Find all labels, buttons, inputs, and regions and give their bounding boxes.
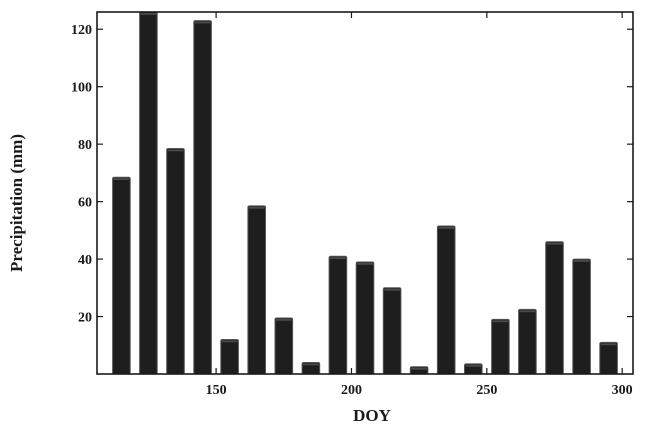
bar-doy-255 [491,318,510,375]
y-axis-ticks: 20 40 60 80 100 120 [71,23,633,326]
bar-highlight-doy-255 [492,320,509,323]
x-tick-label-150: 150 [206,383,227,398]
x-tick-label-200: 200 [341,383,362,398]
y-tick-label-60: 60 [78,196,92,211]
bar-highlight-doy-115 [113,178,130,180]
bar-doy-235 [436,225,456,375]
bar-highlight-doy-195 [330,257,346,259]
y-tick-label-120: 120 [71,23,92,38]
bar-doy-135 [166,148,185,375]
y-tick-label-80: 80 [78,138,92,153]
bar-highlight-doy-205 [357,263,373,265]
bar-highlight-doy-245 [465,364,482,367]
bar-highlight-doy-135 [167,149,184,152]
bar-doy-285 [572,258,591,375]
y-tick-label-40: 40 [78,253,92,268]
x-axis-ticks: 150 200 250 300 [206,12,633,398]
bar-highlight-doy-175 [276,319,292,321]
bar-doy-295 [599,341,618,375]
bar-doy-145 [193,20,212,375]
bar-highlight-doy-125 [140,13,157,15]
bar-highlight-doy-155 [221,340,238,343]
bar-doy-205 [355,261,375,375]
y-axis-title: Precipitation (mm) [7,134,26,272]
y-tick-label-20: 20 [78,311,92,326]
bar-doy-125 [139,11,158,375]
bar-doy-155 [220,339,239,375]
bar-highlight-doy-295 [600,343,617,346]
x-axis-title: DOY [353,406,391,425]
bar-doy-265 [518,308,537,375]
bar-doy-275 [545,241,564,375]
bars-group [112,11,618,375]
bar-highlight-doy-185 [303,363,319,366]
bar-highlight-doy-235 [438,227,454,229]
bar-highlight-doy-285 [573,260,590,262]
bar-highlight-doy-265 [519,310,536,313]
bar-doy-195 [328,255,348,375]
bar-highlight-doy-275 [546,242,563,245]
bar-highlight-doy-225 [411,367,427,370]
y-tick-label-100: 100 [71,81,92,96]
bar-highlight-doy-145 [194,21,211,24]
bar-doy-215 [382,287,402,375]
plot-frame [96,11,634,375]
x-tick-label-250: 250 [476,383,497,398]
bar-doy-175 [274,317,294,375]
bar-doy-165 [247,205,266,375]
bar-doy-115 [112,176,131,375]
bar-highlight-doy-165 [248,206,265,209]
bar-highlight-doy-215 [384,288,400,291]
x-tick-label-300: 300 [612,383,633,398]
